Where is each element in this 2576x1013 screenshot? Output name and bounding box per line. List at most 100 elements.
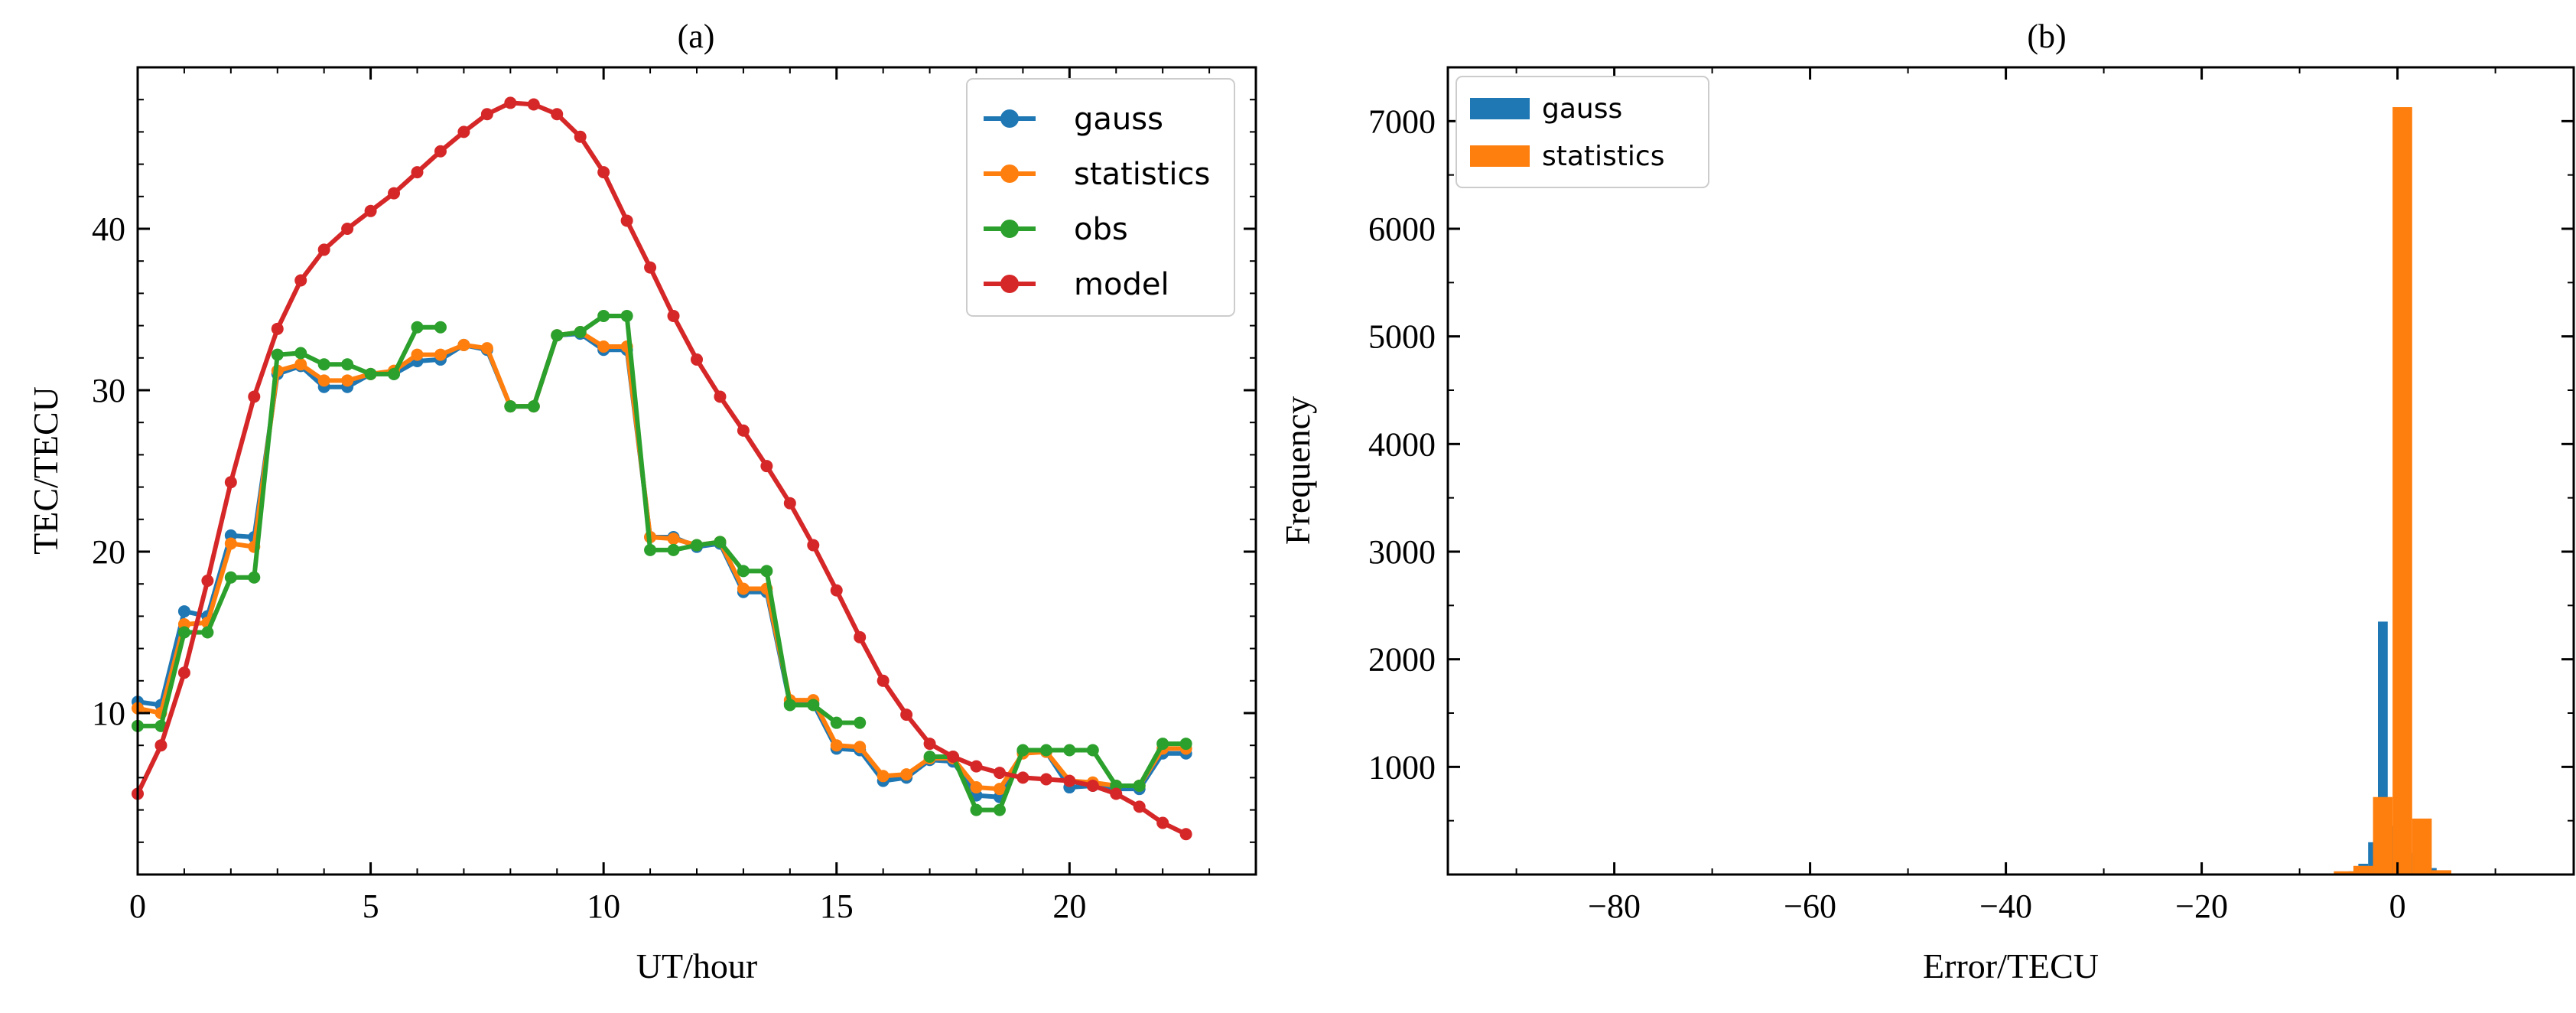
series-obs-line [929, 741, 1186, 813]
x-tick-label: 20 [1052, 888, 1086, 925]
data-point-model [154, 739, 168, 752]
histogram-bar-statistics [2373, 796, 2393, 875]
data-point-model [807, 539, 820, 552]
x-tick-label: 15 [820, 888, 854, 925]
data-point-model [341, 223, 354, 235]
data-point-model [388, 187, 401, 200]
chart-a-ticks: 0 5 10 15 20 10 20 30 40 [92, 67, 1256, 925]
data-point-statistics [434, 348, 447, 361]
data-point-model [900, 708, 913, 721]
legend-swatch-marker [1000, 220, 1019, 238]
data-point-statistics [993, 783, 1006, 796]
data-point-obs [1063, 744, 1076, 757]
y-tick-label: 1000 [1368, 748, 1436, 786]
legend-label: statistics [1074, 157, 1210, 192]
data-point-statistics [224, 537, 237, 550]
data-point-statistics [737, 582, 750, 595]
chart-b-error-histogram: (b) −80 −60 −40 −20 0 1000 2000 3000 4000 5000 600… [1278, 18, 2575, 985]
data-point-model [1063, 774, 1076, 787]
x-tick-label: 0 [2389, 888, 2406, 925]
y-tick-label: 40 [92, 210, 125, 248]
histogram-bar-statistics [2412, 818, 2432, 875]
data-point-model [597, 166, 610, 179]
data-point-obs [667, 543, 680, 556]
data-point-model [527, 98, 540, 111]
y-tick-label: 3000 [1368, 533, 1436, 571]
data-point-model [854, 630, 867, 643]
legend-swatch [1470, 145, 1530, 167]
chart-b-y-axis-label: Frequency [1278, 396, 1317, 545]
x-tick-label: −40 [1979, 888, 2032, 925]
data-point-obs [317, 358, 330, 371]
chart-a-y-axis-label: TEC/TECU [26, 386, 65, 555]
data-point-obs [1039, 744, 1052, 757]
data-point-model [947, 750, 960, 763]
data-point-obs [970, 803, 983, 816]
legend-label: statistics [1542, 141, 1664, 172]
data-point-obs [551, 329, 564, 342]
chart-a-series-layer [132, 96, 1192, 841]
data-point-model [923, 738, 936, 751]
data-point-obs [1133, 779, 1146, 792]
data-point-model [691, 353, 703, 366]
chart-b-legend: gauss statistics [1456, 76, 1709, 188]
data-point-obs [177, 626, 190, 639]
series-obs [132, 309, 1192, 816]
data-point-model [504, 96, 517, 109]
data-point-obs [923, 750, 936, 763]
data-point-obs [737, 565, 750, 578]
data-point-statistics [830, 739, 843, 752]
data-point-model [271, 322, 284, 335]
data-point-statistics [597, 340, 610, 353]
series-model-line [135, 100, 1187, 836]
x-tick-label: 0 [129, 888, 146, 925]
data-point-obs [504, 400, 517, 413]
data-point-model [248, 390, 261, 403]
data-point-obs [527, 400, 540, 413]
data-point-model [830, 584, 843, 597]
data-point-model [1133, 800, 1146, 813]
data-point-model [1039, 773, 1052, 786]
data-point-statistics [900, 768, 913, 781]
data-point-obs [1016, 744, 1029, 757]
series-obs-line [138, 324, 441, 728]
data-point-model [760, 460, 773, 473]
data-point-model [993, 767, 1006, 780]
data-point-model [574, 130, 587, 143]
series-statistics [2334, 107, 2451, 875]
data-point-statistics [411, 348, 424, 361]
data-point-model [294, 274, 307, 287]
data-point-obs [597, 309, 610, 322]
series-model [132, 96, 1192, 841]
data-point-statistics [457, 338, 470, 351]
data-point-model [480, 108, 493, 121]
data-point-model [551, 108, 564, 121]
data-point-obs [1179, 738, 1192, 751]
data-point-model [714, 390, 727, 403]
histogram-bar-statistics [2334, 871, 2353, 875]
data-point-obs [620, 309, 633, 322]
data-point-model [970, 760, 983, 773]
data-point-model [1179, 828, 1192, 841]
y-tick-label: 7000 [1368, 103, 1436, 140]
data-point-obs [644, 543, 657, 556]
data-point-model [877, 674, 890, 687]
data-point-obs [574, 326, 587, 339]
data-point-gauss [177, 605, 190, 618]
legend-swatch-marker [1000, 164, 1019, 183]
data-point-model [1086, 779, 1099, 792]
legend-swatch-marker [1000, 275, 1019, 293]
legend-swatch [1470, 98, 1530, 119]
chart-b-series-layer [2334, 107, 2451, 875]
data-point-obs [807, 699, 820, 712]
x-tick-label: 5 [363, 888, 379, 925]
series-obs-line [510, 313, 860, 725]
data-point-model [1016, 771, 1029, 784]
chart-a-x-axis-label: UT/hour [636, 946, 757, 985]
y-tick-label: 2000 [1368, 641, 1436, 679]
data-point-statistics [294, 358, 307, 371]
data-point-model [317, 243, 330, 256]
y-tick-label: 10 [92, 695, 125, 732]
data-point-model [737, 424, 750, 437]
